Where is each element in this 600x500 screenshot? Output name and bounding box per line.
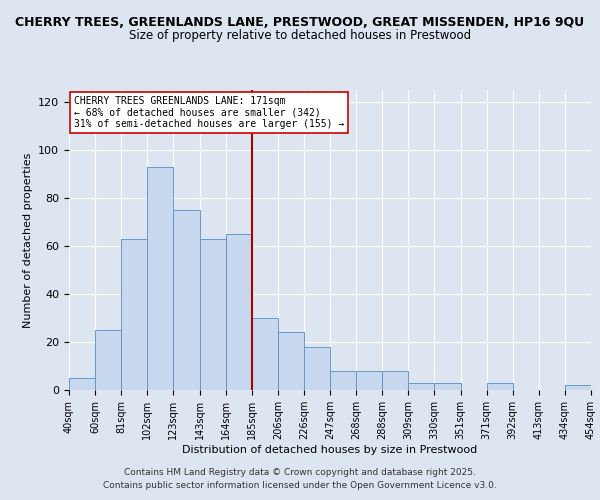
- Y-axis label: Number of detached properties: Number of detached properties: [23, 152, 32, 328]
- Bar: [565, 385, 591, 390]
- Bar: [95, 330, 121, 390]
- Bar: [330, 371, 356, 390]
- Text: Size of property relative to detached houses in Prestwood: Size of property relative to detached ho…: [129, 28, 471, 42]
- Text: Contains HM Land Registry data © Crown copyright and database right 2025.: Contains HM Land Registry data © Crown c…: [124, 468, 476, 477]
- Bar: [409, 383, 434, 390]
- Bar: [121, 239, 148, 390]
- Text: CHERRY TREES GREENLANDS LANE: 171sqm
← 68% of detached houses are smaller (342)
: CHERRY TREES GREENLANDS LANE: 171sqm ← 6…: [74, 96, 344, 129]
- Text: CHERRY TREES, GREENLANDS LANE, PRESTWOOD, GREAT MISSENDEN, HP16 9QU: CHERRY TREES, GREENLANDS LANE, PRESTWOOD…: [16, 16, 584, 29]
- Bar: [173, 210, 199, 390]
- Bar: [199, 239, 226, 390]
- Bar: [356, 371, 382, 390]
- Bar: [434, 383, 461, 390]
- X-axis label: Distribution of detached houses by size in Prestwood: Distribution of detached houses by size …: [182, 444, 478, 454]
- Bar: [252, 318, 278, 390]
- Bar: [487, 383, 513, 390]
- Bar: [382, 371, 409, 390]
- Bar: [278, 332, 304, 390]
- Bar: [226, 234, 252, 390]
- Bar: [304, 347, 330, 390]
- Bar: [148, 167, 173, 390]
- Text: Contains public sector information licensed under the Open Government Licence v3: Contains public sector information licen…: [103, 480, 497, 490]
- Bar: [69, 378, 95, 390]
